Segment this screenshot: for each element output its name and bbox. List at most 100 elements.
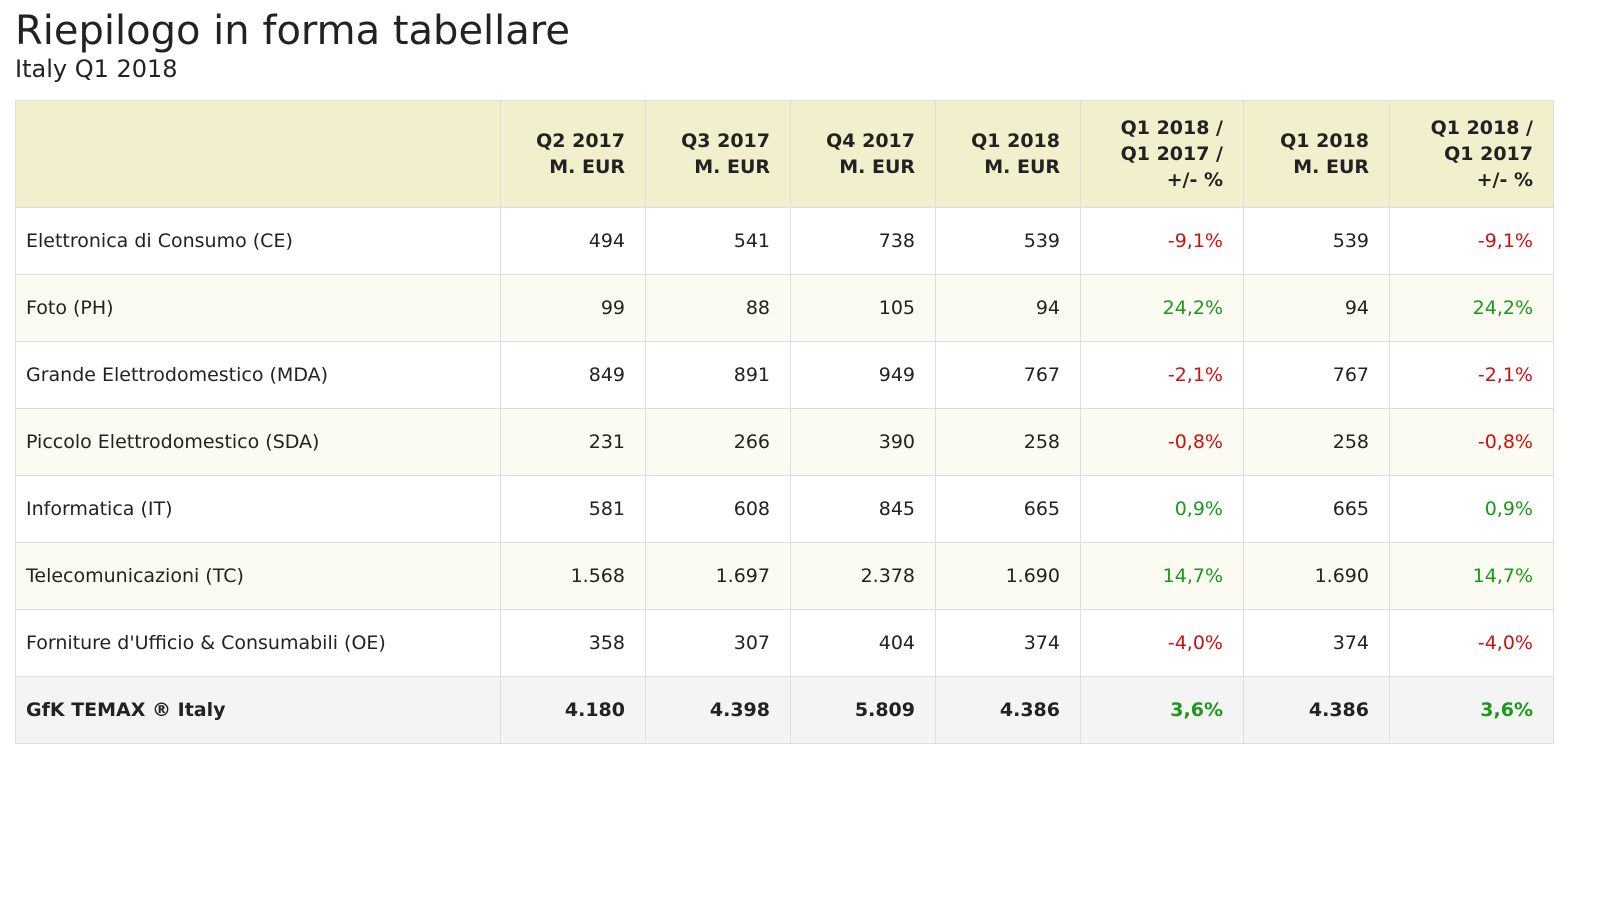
change-cell: 3,6% <box>1389 676 1554 744</box>
change-cell: 24,2% <box>1080 274 1244 342</box>
change-cell: -0,8% <box>1080 408 1244 476</box>
value-cell: 541 <box>645 207 791 275</box>
change-cell: 0,9% <box>1389 475 1554 543</box>
value-cell: 4.180 <box>500 676 646 744</box>
value-cell: 845 <box>790 475 936 543</box>
value-cell: 404 <box>790 609 936 677</box>
summary-table: Q2 2017 M. EUR Q3 2017 M. EUR Q4 2017 M. EUR Q… <box>15 100 1554 744</box>
value-cell: 767 <box>1243 341 1390 409</box>
value-cell: 94 <box>935 274 1081 342</box>
change-cell: 24,2% <box>1389 274 1554 342</box>
value-cell: 738 <box>790 207 936 275</box>
value-cell: 4.386 <box>1243 676 1390 744</box>
column-header <box>15 100 501 208</box>
column-header-line: Q3 2017 <box>681 130 770 152</box>
value-cell: 4.386 <box>935 676 1081 744</box>
table-row: Telecomunicazioni (TC) 1.568 1.697 2.378 1.6… <box>15 542 1554 610</box>
category-cell: Telecomunicazioni (TC) <box>15 542 501 610</box>
value-cell: 494 <box>500 207 646 275</box>
category-cell: Informatica (IT) <box>15 475 501 543</box>
column-header: Q1 2018 / Q1 2017 +/- % <box>1389 100 1554 208</box>
value-cell: 374 <box>935 609 1081 677</box>
column-header-line: +/- % <box>1166 169 1223 191</box>
value-cell: 4.398 <box>645 676 791 744</box>
column-header-line: Q1 2017 / <box>1120 143 1223 165</box>
change-cell: -2,1% <box>1080 341 1244 409</box>
page-subtitle: Italy Q1 2018 <box>15 55 178 83</box>
category-cell: Forniture d'Ufficio & Consumabili (OE) <box>15 609 501 677</box>
value-cell: 307 <box>645 609 791 677</box>
column-header-line: Q1 2018 / <box>1430 117 1533 139</box>
value-cell: 258 <box>935 408 1081 476</box>
value-cell: 2.378 <box>790 542 936 610</box>
change-cell: 0,9% <box>1080 475 1244 543</box>
category-cell: Piccolo Elettrodomestico (SDA) <box>15 408 501 476</box>
value-cell: 5.809 <box>790 676 936 744</box>
value-cell: 1.690 <box>935 542 1081 610</box>
column-header-line: Q4 2017 <box>826 130 915 152</box>
change-cell: 14,7% <box>1389 542 1554 610</box>
value-cell: 88 <box>645 274 791 342</box>
change-cell: 3,6% <box>1080 676 1244 744</box>
change-cell: -4,0% <box>1389 609 1554 677</box>
total-row: GfK TEMAX ® Italy 4.180 4.398 5.809 4.386 3,6… <box>15 676 1554 744</box>
value-cell: 374 <box>1243 609 1390 677</box>
value-cell: 608 <box>645 475 791 543</box>
column-header-line: Q1 2018 <box>1280 130 1369 152</box>
table-row: Foto (PH) 99 88 105 94 24,2% 94 24,2% <box>15 274 1554 342</box>
column-header-line: M. EUR <box>549 156 625 178</box>
value-cell: 665 <box>1243 475 1390 543</box>
value-cell: 665 <box>935 475 1081 543</box>
column-header-line: M. EUR <box>1293 156 1369 178</box>
column-header: Q1 2018 M. EUR <box>1243 100 1390 208</box>
column-header-line: Q2 2017 <box>536 130 625 152</box>
column-header-line: +/- % <box>1476 169 1533 191</box>
column-header-line: M. EUR <box>694 156 770 178</box>
table-row: Piccolo Elettrodomestico (SDA) 231 266 390 2… <box>15 408 1554 476</box>
value-cell: 358 <box>500 609 646 677</box>
table-row: Informatica (IT) 581 608 845 665 0,9% 665 0,9% <box>15 475 1554 543</box>
value-cell: 99 <box>500 274 646 342</box>
category-cell: Foto (PH) <box>15 274 501 342</box>
value-cell: 105 <box>790 274 936 342</box>
value-cell: 266 <box>645 408 791 476</box>
page-header: Riepilogo in forma tabellare Italy Q1 20… <box>15 0 1553 84</box>
change-cell: -9,1% <box>1080 207 1244 275</box>
value-cell: 1.697 <box>645 542 791 610</box>
value-cell: 539 <box>1243 207 1390 275</box>
value-cell: 94 <box>1243 274 1390 342</box>
column-header: Q1 2018 M. EUR <box>935 100 1081 208</box>
column-header-line: M. EUR <box>839 156 915 178</box>
table-row: Elettronica di Consumo (CE) 494 541 738 539-… <box>15 207 1554 275</box>
column-header: Q2 2017 M. EUR <box>500 100 646 208</box>
value-cell: 231 <box>500 408 646 476</box>
value-cell: 949 <box>790 341 936 409</box>
value-cell: 539 <box>935 207 1081 275</box>
table-header: Q2 2017 M. EUR Q3 2017 M. EUR Q4 2017 M. EUR Q… <box>15 100 1554 208</box>
value-cell: 1.568 <box>500 542 646 610</box>
value-cell: 767 <box>935 341 1081 409</box>
column-header: Q3 2017 M. EUR <box>645 100 791 208</box>
value-cell: 258 <box>1243 408 1390 476</box>
category-cell: Elettronica di Consumo (CE) <box>15 207 501 275</box>
category-cell: Grande Elettrodomestico (MDA) <box>15 341 501 409</box>
change-cell: -0,8% <box>1389 408 1554 476</box>
value-cell: 891 <box>645 341 791 409</box>
header-row: Q2 2017 M. EUR Q3 2017 M. EUR Q4 2017 M. EUR Q… <box>15 100 1554 208</box>
value-cell: 390 <box>790 408 936 476</box>
table-row: Grande Elettrodomestico (MDA) 849 891 949 76… <box>15 341 1554 409</box>
category-cell: GfK TEMAX ® Italy <box>15 676 501 744</box>
table-body: Elettronica di Consumo (CE) 494 541 738 539-… <box>15 207 1554 744</box>
table-row: Forniture d'Ufficio & Consumabili (OE) 35… <box>15 609 1554 677</box>
column-header-line: Q1 2017 <box>1444 143 1533 165</box>
value-cell: 849 <box>500 341 646 409</box>
change-cell: -2,1% <box>1389 341 1554 409</box>
column-header: Q4 2017 M. EUR <box>790 100 936 208</box>
column-header-line: Q1 2018 <box>971 130 1060 152</box>
change-cell: 14,7% <box>1080 542 1244 610</box>
change-cell: -9,1% <box>1389 207 1554 275</box>
column-header-line: M. EUR <box>984 156 1060 178</box>
column-header: Q1 2018 / Q1 2017 / +/- % <box>1080 100 1244 208</box>
column-header-line: Q1 2018 / <box>1120 117 1223 139</box>
value-cell: 581 <box>500 475 646 543</box>
